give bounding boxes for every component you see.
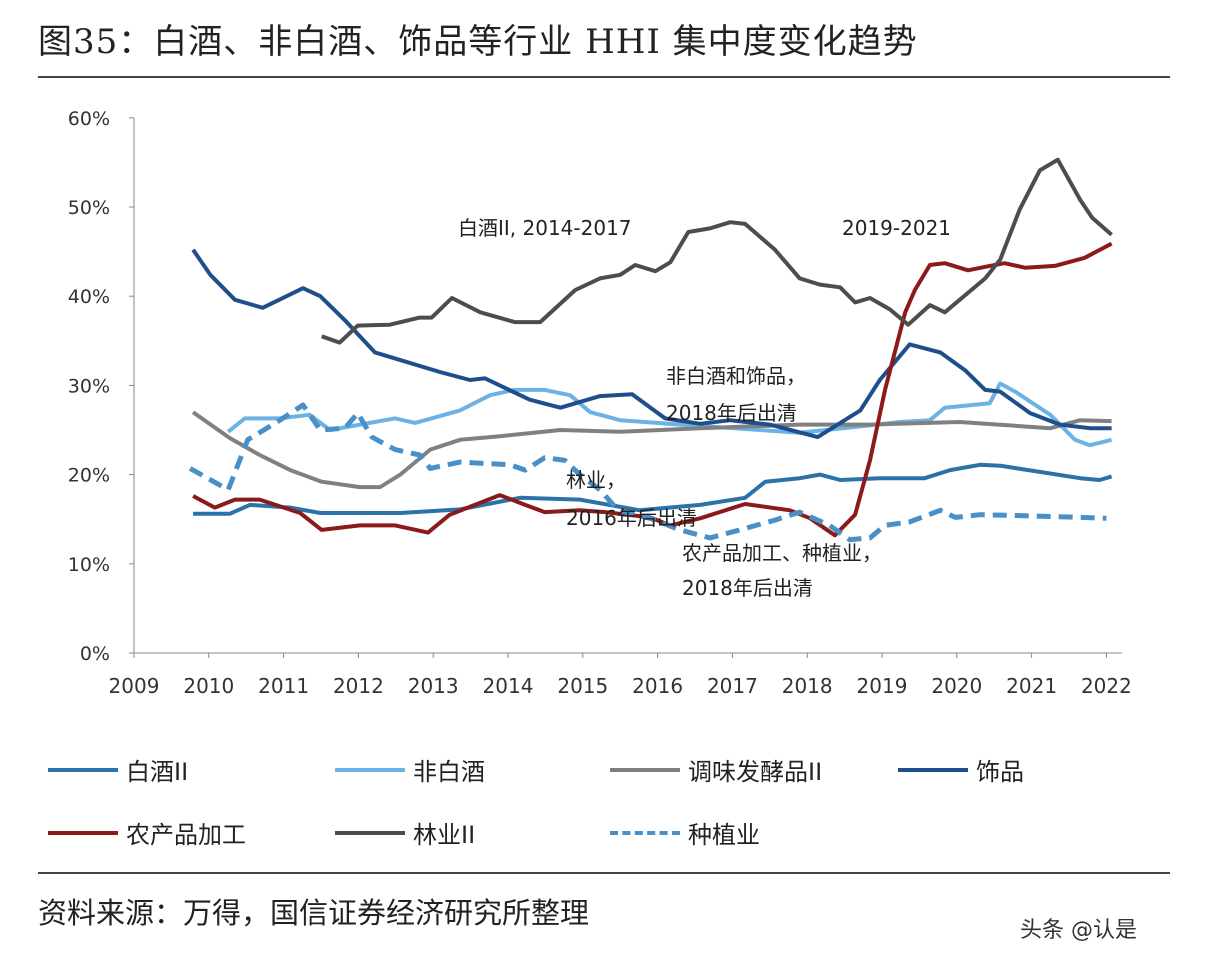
series-line-4 [192,241,1113,538]
series-line-3 [191,248,1112,440]
legend-swatch [610,767,680,772]
x-tick-label: 2014 [483,674,534,698]
legend-label: 调味发酵品II [688,758,823,786]
chart-annotation: 白酒II, 2014-2017 [458,216,632,240]
x-tick-label: 2010 [183,674,234,698]
legend-swatch [335,830,405,835]
legend-item: 饰品 [898,752,1024,787]
chart-annotation: 2018年后出清 [666,401,797,425]
watermark: 头条 @认是 [1020,918,1137,943]
legend-label: 白酒II [126,758,189,786]
legend-item: 林业II [335,815,475,850]
footer-divider [38,872,1170,874]
legend-item: 种植业 [610,815,760,850]
chart-annotation: 农产品加工、种植业， [682,541,882,565]
y-tick-label: 10% [68,554,110,576]
series-line-2 [191,410,1112,490]
chart-annotation: 2018年后出清 [682,576,813,600]
y-tick-label: 30% [68,375,110,397]
legend-swatch [610,830,680,835]
legend-label: 林业II [413,821,476,849]
legend-item: 调味发酵品II [610,752,822,787]
x-tick-label: 2012 [333,674,384,698]
y-tick-label: 20% [68,465,110,487]
chart-annotation: 2019-2021 [842,216,951,240]
y-tick-label: 40% [68,286,110,308]
chart-annotation: 2016年后出清 [566,506,697,530]
page-title: 图35：白酒、非白酒、饰品等行业 HHI 集中度变化趋势 [38,22,918,62]
title-divider [38,76,1170,78]
legend-label: 农产品加工 [126,821,246,849]
legend-label: 种植业 [688,821,760,849]
legend-item: 非白酒 [335,752,485,787]
legend-swatch [48,830,118,835]
y-tick-label: 60% [68,108,110,130]
y-tick-label: 50% [68,197,110,219]
series-line-6 [188,402,1107,543]
x-tick-label: 2017 [707,674,758,698]
series-line-1 [226,381,1113,448]
x-tick-label: 2020 [931,674,982,698]
legend-swatch [898,767,968,772]
y-tick-label: 0% [80,643,110,665]
legend-item: 白酒II [48,752,188,787]
legend-label: 饰品 [976,758,1024,786]
x-tick-label: 2021 [1006,674,1057,698]
series-line-5 [321,157,1113,345]
chart-annotation: 非白酒和饰品， [666,364,806,388]
x-tick-label: 2018 [782,674,833,698]
x-tick-label: 2019 [857,674,908,698]
series-line-0 [193,462,1113,516]
x-tick-label: 2016 [632,674,683,698]
line-chart: 0% 10% 20% 30% 40% 50% 60% 2009 2010 2011 2012 2013… [68,108,1132,698]
legend-swatch [335,767,405,772]
legend-swatch [48,767,118,772]
x-tick-label: 2013 [408,674,459,698]
legend-item: 农产品加工 [48,815,246,850]
legend-label: 非白酒 [413,758,485,786]
x-tick-label: 2022 [1081,674,1132,698]
x-tick-label: 2015 [557,674,608,698]
chart-annotation: 林业， [566,468,626,492]
x-tick-label: 2009 [109,674,160,698]
x-tick-label: 2011 [258,674,309,698]
source-note: 资料来源：万得，国信证券经济研究所整理 [38,896,590,930]
